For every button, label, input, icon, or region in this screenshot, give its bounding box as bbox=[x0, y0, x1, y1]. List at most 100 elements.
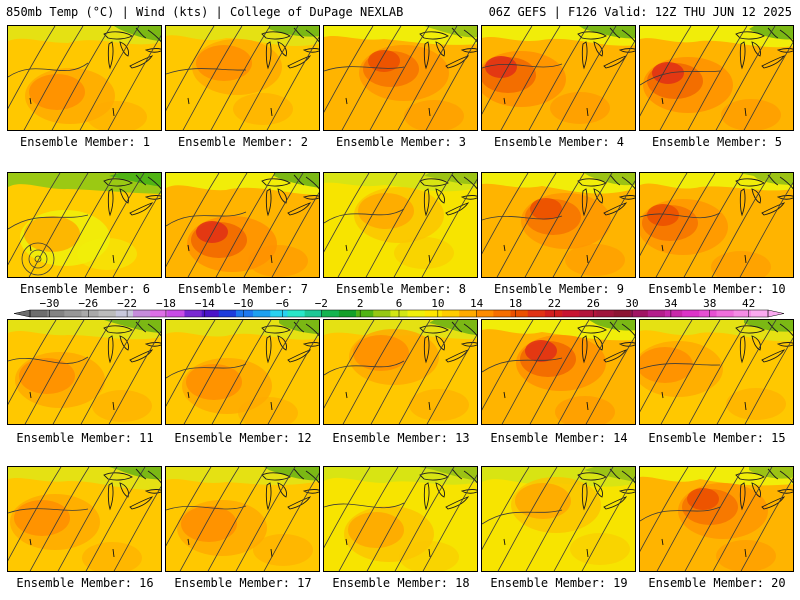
ensemble-member-label: Ensemble Member: 7 bbox=[177, 282, 309, 296]
colorbar-segment bbox=[218, 310, 237, 317]
colorbar-tick-label: −6 bbox=[276, 297, 289, 310]
ensemble-member-map bbox=[7, 466, 162, 572]
colorbar-segment bbox=[115, 310, 134, 317]
colorbar-segment bbox=[64, 310, 82, 317]
ensemble-member-label: Ensemble Member: 14 bbox=[490, 431, 628, 445]
colorbar-tick-label: 26 bbox=[587, 297, 600, 310]
colorbar-segment bbox=[81, 310, 99, 317]
chart-title: 850mb Temp (°C) | Wind (kts) | College o… bbox=[6, 5, 404, 19]
colorbar-segment bbox=[716, 310, 734, 317]
colorbar-segment bbox=[132, 310, 151, 317]
temperature-field bbox=[8, 173, 161, 277]
temperature-field bbox=[324, 26, 477, 130]
ensemble-member-map bbox=[481, 466, 636, 572]
colorbar-segment bbox=[304, 310, 323, 317]
colorbar-tick-label: −18 bbox=[156, 297, 176, 310]
colorbar-segment bbox=[579, 310, 597, 317]
ensemble-member-label: Ensemble Member: 13 bbox=[332, 431, 470, 445]
colorbar-tick-label: 6 bbox=[396, 297, 403, 310]
temperature-field bbox=[640, 320, 793, 424]
colorbar-tick-label: 42 bbox=[742, 297, 755, 310]
temperature-field bbox=[8, 467, 161, 571]
colorbar-tick-label: −26 bbox=[78, 297, 98, 310]
colorbar-tick-label: 2 bbox=[357, 297, 364, 310]
colorbar-segment bbox=[167, 310, 185, 317]
ensemble-member-map bbox=[7, 172, 162, 278]
ensemble-member-map bbox=[7, 319, 162, 425]
colorbar-segment bbox=[270, 310, 288, 317]
ensemble-member-map bbox=[165, 172, 320, 278]
ensemble-member-map bbox=[323, 25, 478, 131]
ensemble-member-label: Ensemble Member: 19 bbox=[490, 576, 628, 590]
colorbar-segment bbox=[184, 310, 202, 317]
ensemble-member-label: Ensemble Member: 5 bbox=[651, 135, 783, 149]
colorbar-segment bbox=[321, 310, 340, 317]
ensemble-member-map bbox=[481, 319, 636, 425]
colorbar-segment bbox=[476, 310, 494, 317]
colorbar-segment bbox=[493, 310, 511, 317]
temperature-field bbox=[324, 467, 477, 571]
colorbar-segment bbox=[459, 310, 477, 317]
ensemble-member-label: Ensemble Member: 3 bbox=[335, 135, 467, 149]
temperature-field bbox=[482, 320, 635, 424]
colorbar-tick-label: −30 bbox=[39, 297, 59, 310]
ensemble-member-label: Ensemble Member: 9 bbox=[493, 282, 625, 296]
colorbar-min-arrow bbox=[13, 309, 31, 318]
colorbar-segment bbox=[441, 310, 460, 317]
temperature-field bbox=[482, 467, 635, 571]
temperature-colorbar: −30 −26 −22 −18 −14 −10 −6 −2 2 6 10 14 18 22 26 30 34 38… bbox=[13, 297, 785, 318]
colorbar-tick-label: 34 bbox=[664, 297, 678, 310]
ensemble-member-label: Ensemble Member: 15 bbox=[648, 431, 786, 445]
colorbar-segment bbox=[630, 310, 649, 317]
ensemble-member-map bbox=[7, 25, 162, 131]
colorbar-segment bbox=[613, 310, 631, 317]
ensemble-member-map bbox=[481, 172, 636, 278]
ensemble-member-label: Ensemble Member: 20 bbox=[648, 576, 786, 590]
colorbar-tick-label: −14 bbox=[195, 297, 215, 310]
ensemble-member-map bbox=[639, 466, 794, 572]
ensemble-member-map bbox=[639, 172, 794, 278]
colorbar-segment bbox=[682, 310, 700, 317]
colorbar-segment bbox=[699, 310, 717, 317]
colorbar-segment bbox=[373, 310, 391, 317]
colorbar-segment bbox=[201, 310, 220, 317]
colorbar-segment bbox=[733, 310, 752, 317]
colorbar-segment bbox=[665, 310, 683, 317]
colorbar-segment bbox=[527, 310, 546, 317]
ensemble-member-map bbox=[323, 172, 478, 278]
ensemble-member-label: Ensemble Member: 6 bbox=[19, 282, 151, 296]
ensemble-member-map bbox=[165, 319, 320, 425]
temperature-field bbox=[640, 26, 793, 130]
temperature-field bbox=[166, 26, 319, 130]
ensemble-member-map bbox=[639, 319, 794, 425]
ensemble-member-label: Ensemble Member: 10 bbox=[648, 282, 786, 296]
ensemble-member-map bbox=[323, 319, 478, 425]
colorbar-segment bbox=[356, 310, 374, 317]
temperature-field bbox=[166, 173, 319, 277]
ensemble-member-label: Ensemble Member: 1 bbox=[19, 135, 151, 149]
colorbar-segment bbox=[150, 310, 168, 317]
ensemble-member-map bbox=[639, 25, 794, 131]
colorbar-segment bbox=[30, 310, 48, 317]
ensemble-member-label: Ensemble Member: 2 bbox=[177, 135, 309, 149]
colorbar-tick-label: 22 bbox=[548, 297, 561, 310]
colorbar-segment bbox=[544, 310, 563, 317]
colorbar-segment bbox=[47, 310, 65, 317]
colorbar-segment bbox=[510, 310, 529, 317]
colorbar-tick-label: −22 bbox=[117, 297, 137, 310]
temperature-field bbox=[166, 320, 319, 424]
ensemble-member-label: Ensemble Member: 16 bbox=[16, 576, 154, 590]
colorbar-segment bbox=[750, 310, 769, 317]
colorbar-tick-label: 14 bbox=[470, 297, 484, 310]
colorbar-segment bbox=[424, 310, 443, 317]
ensemble-member-label: Ensemble Member: 18 bbox=[332, 576, 470, 590]
colorbar-segment bbox=[647, 310, 666, 317]
temperature-field bbox=[482, 173, 635, 277]
temperature-field bbox=[482, 26, 635, 130]
ensemble-member-map bbox=[165, 25, 320, 131]
ensemble-member-map bbox=[323, 466, 478, 572]
colorbar-max-arrow bbox=[767, 309, 785, 318]
ensemble-member-label: Ensemble Member: 12 bbox=[174, 431, 312, 445]
temperature-field bbox=[8, 26, 161, 130]
ensemble-member-label: Ensemble Member: 11 bbox=[16, 431, 154, 445]
